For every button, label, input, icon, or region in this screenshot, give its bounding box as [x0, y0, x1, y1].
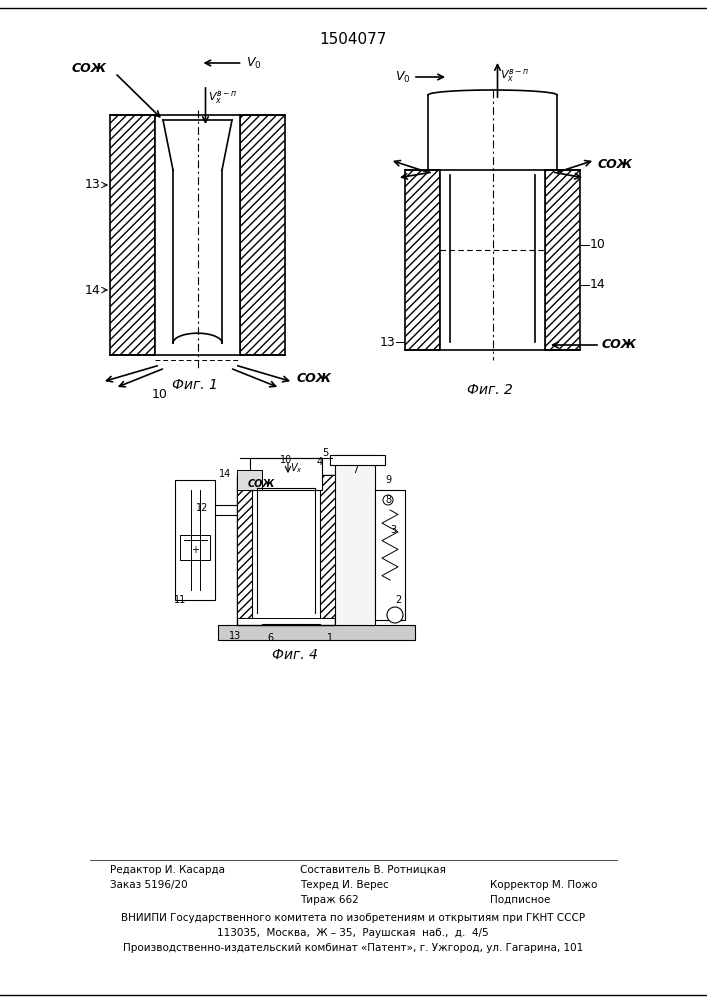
Bar — [237, 475, 335, 625]
Text: СОЖ: СОЖ — [602, 338, 637, 352]
Bar — [155, 115, 240, 355]
Text: 113035,  Москва,  Ж – 35,  Раушская  наб.,  д.  4/5: 113035, Москва, Ж – 35, Раушская наб., д… — [217, 928, 489, 938]
Text: 14: 14 — [84, 284, 100, 296]
Text: 10: 10 — [152, 388, 168, 401]
Text: 14: 14 — [219, 469, 231, 479]
Text: $V_x$: $V_x$ — [290, 461, 303, 475]
Bar — [375, 490, 405, 620]
Text: 12: 12 — [196, 503, 208, 513]
Text: Техред И. Верес: Техред И. Верес — [300, 880, 389, 890]
Bar — [440, 170, 545, 350]
Bar — [237, 475, 252, 618]
Text: 10: 10 — [280, 455, 292, 465]
Text: 13: 13 — [84, 178, 100, 192]
Text: Составитель В. Ротницкая: Составитель В. Ротницкая — [300, 865, 446, 875]
Text: СОЖ: СОЖ — [297, 371, 332, 384]
Text: 5: 5 — [322, 448, 328, 458]
Text: Производственно-издательский комбинат «Патент», г. Ужгород, ул. Гагарина, 101: Производственно-издательский комбинат «П… — [123, 943, 583, 953]
Text: 11: 11 — [174, 595, 186, 605]
Text: $V_x^{в-п}$: $V_x^{в-п}$ — [501, 66, 530, 84]
Text: $V_0$: $V_0$ — [245, 55, 261, 71]
Text: 6: 6 — [267, 633, 273, 643]
Bar — [250, 458, 322, 490]
Bar — [320, 475, 335, 618]
Bar — [330, 455, 385, 465]
Text: 10: 10 — [590, 238, 606, 251]
Text: Заказ 5196/20: Заказ 5196/20 — [110, 880, 187, 890]
Text: Фиг. 1: Фиг. 1 — [172, 378, 218, 392]
Text: 13: 13 — [229, 631, 241, 641]
Bar — [110, 115, 155, 355]
Bar — [240, 115, 285, 355]
Bar — [180, 535, 210, 560]
Text: 2: 2 — [395, 595, 401, 605]
Text: СОЖ: СОЖ — [247, 479, 274, 489]
Bar — [252, 490, 320, 618]
Text: 13: 13 — [379, 336, 395, 349]
Text: 1504077: 1504077 — [320, 32, 387, 47]
Bar — [175, 480, 215, 600]
Text: СОЖ: СОЖ — [598, 158, 633, 172]
Text: 14: 14 — [590, 278, 606, 292]
Text: Подписное: Подписное — [490, 895, 550, 905]
Circle shape — [387, 607, 403, 623]
Text: +: + — [191, 545, 199, 555]
Text: Редактор И. Касарда: Редактор И. Касарда — [110, 865, 225, 875]
Text: Корректор М. Пожо: Корректор М. Пожо — [490, 880, 597, 890]
Text: 3: 3 — [390, 525, 396, 535]
Text: $V_x^{в-п}$: $V_x^{в-п}$ — [209, 89, 238, 105]
Bar — [335, 455, 375, 625]
Text: СОЖ: СОЖ — [72, 62, 107, 75]
Text: Фиг. 2: Фиг. 2 — [467, 383, 513, 397]
Text: Тираж 662: Тираж 662 — [300, 895, 358, 905]
Bar — [218, 625, 415, 640]
Text: 7: 7 — [352, 465, 358, 475]
Text: 4: 4 — [317, 457, 323, 467]
Text: ВНИИПИ Государственного комитета по изобретениям и открытиям при ГКНТ СССР: ВНИИПИ Государственного комитета по изоб… — [121, 913, 585, 923]
Bar — [405, 170, 440, 350]
Circle shape — [383, 495, 393, 505]
Text: Фиг. 4: Фиг. 4 — [272, 648, 318, 662]
Text: $V_0$: $V_0$ — [395, 69, 411, 85]
Text: 9: 9 — [385, 475, 391, 485]
Text: 8: 8 — [385, 495, 391, 505]
Bar — [545, 170, 580, 350]
Bar — [237, 470, 262, 490]
Text: 1: 1 — [327, 633, 333, 643]
